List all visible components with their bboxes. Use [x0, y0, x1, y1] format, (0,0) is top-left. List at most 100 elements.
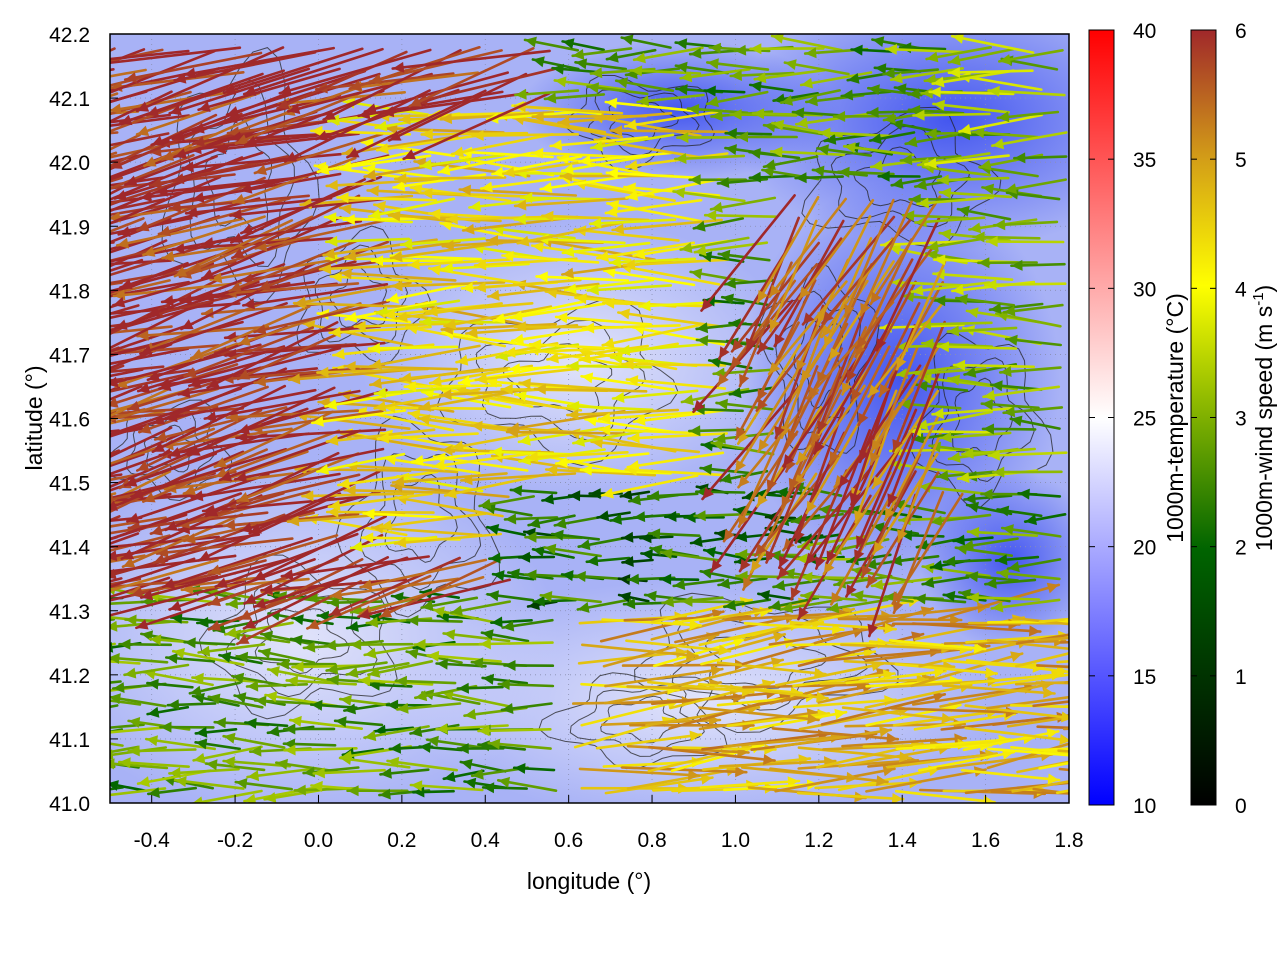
- wind-arrow-head: [487, 590, 499, 602]
- wind-arrow-shaft: [302, 322, 414, 348]
- wind-arrow-shaft: [776, 468, 871, 580]
- wind-arrow-head: [660, 573, 672, 585]
- wind-arrow-head: [624, 182, 636, 194]
- wind-arrow-shaft: [942, 684, 1056, 695]
- wind-arrow-head: [237, 634, 250, 644]
- wind-arrow-shaft: [376, 432, 479, 441]
- colorbar-tick-label: 35: [1133, 149, 1156, 172]
- wind-arrow-head: [689, 174, 701, 186]
- wind-arrow-head: [118, 226, 131, 237]
- wind-arrow-head: [208, 595, 221, 607]
- wind-arrow-head: [325, 212, 337, 224]
- wind-arrow-head: [207, 377, 220, 388]
- wind-arrow-head: [98, 278, 110, 289]
- wind-arrow-head: [57, 518, 69, 528]
- wind-arrow-head: [661, 548, 673, 560]
- wind-arrow-head: [684, 512, 696, 523]
- wind-arrow-head: [89, 334, 101, 344]
- wind-arrow-head: [150, 525, 163, 536]
- wind-arrow-head: [903, 210, 915, 222]
- wind-arrow-head: [290, 715, 302, 727]
- wind-arrow-head: [805, 552, 817, 565]
- wind-arrow-head: [478, 740, 490, 752]
- wind-arrow-head: [948, 374, 961, 386]
- wind-arrow-shaft: [774, 662, 885, 687]
- wind-arrow-head: [493, 570, 505, 581]
- wind-arrow-head: [31, 129, 43, 140]
- wind-arrow-head: [66, 497, 78, 507]
- wind-arrow-head: [771, 146, 783, 158]
- wind-arrow-head: [443, 629, 456, 641]
- wind-arrow-head: [436, 658, 448, 670]
- wind-arrow-head: [738, 475, 750, 488]
- wind-arrow-shaft: [716, 661, 827, 676]
- wind-arrow-head: [501, 383, 513, 395]
- wind-arrow-head: [62, 180, 74, 190]
- wind-arrow-head: [937, 174, 949, 186]
- wind-arrow-head: [169, 104, 182, 116]
- wind-arrow-head: [753, 108, 765, 120]
- wind-arrow-head: [38, 302, 50, 313]
- wind-arrow-shaft: [253, 556, 409, 609]
- wind-arrow-head: [178, 387, 191, 399]
- wind-arrow-shaft: [703, 213, 778, 218]
- wind-arrow-head: [136, 619, 149, 630]
- wind-arrow-head: [61, 647, 73, 658]
- wind-arrow-shaft: [912, 112, 991, 117]
- wind-arrow-head: [488, 738, 501, 750]
- x-tick-label: -0.4: [134, 829, 171, 852]
- wind-arrow-head: [152, 414, 166, 425]
- wind-arrow-head: [328, 500, 341, 511]
- wind-arrow-head: [528, 517, 541, 529]
- y-tick-label: 42.0: [49, 152, 90, 175]
- wind-arrow-head: [1006, 334, 1018, 346]
- wind-arrow-shaft: [875, 216, 941, 352]
- wind-arrow-head: [554, 76, 567, 88]
- wind-vectors: [3, 34, 1069, 803]
- wind-arrow-head: [648, 490, 660, 502]
- wind-arrow-head: [932, 408, 944, 419]
- wind-arrow-head: [922, 577, 935, 588]
- wind-arrow-shaft: [774, 728, 893, 749]
- wind-arrow-head: [943, 590, 956, 602]
- wind-arrow-head: [892, 439, 903, 452]
- wind-arrow-head: [926, 51, 939, 63]
- wind-arrow-shaft: [987, 89, 1066, 97]
- wind-arrow-shaft: [391, 49, 551, 70]
- wind-arrow-head: [916, 380, 928, 392]
- wind-arrow-head: [3, 298, 15, 309]
- wind-arrow-head: [349, 80, 362, 91]
- wind-arrow-shaft: [511, 116, 624, 139]
- wind-arrow-shaft: [343, 488, 459, 495]
- wind-arrow-head: [76, 204, 88, 214]
- wind-arrow-head: [872, 475, 884, 488]
- wind-arrow-shaft: [253, 132, 384, 175]
- wind-arrow-shaft: [110, 660, 141, 665]
- wind-arrow-shaft: [224, 282, 360, 295]
- wind-arrow-head: [143, 246, 156, 257]
- wind-arrow-head: [823, 335, 834, 348]
- wind-arrow-shaft: [601, 323, 703, 347]
- wind-arrow-head: [952, 34, 964, 44]
- wind-arrow-head: [167, 699, 180, 711]
- wind-arrow-shaft: [373, 387, 481, 410]
- wind-arrow-head: [8, 432, 20, 442]
- wind-arrow-head: [616, 77, 628, 89]
- x-tick-label: 1.4: [888, 829, 918, 852]
- wind-arrow-head: [191, 490, 204, 502]
- wind-arrow-head: [121, 549, 135, 560]
- wind-arrow-head: [110, 758, 115, 770]
- wind-arrow-shaft: [982, 385, 1061, 399]
- colorbar-tick-label: 2: [1235, 537, 1247, 560]
- wind-arrow-shaft: [837, 767, 942, 792]
- wind-arrow-head: [395, 675, 407, 687]
- wind-arrow-head: [637, 95, 650, 107]
- wind-arrow-shaft: [624, 468, 725, 477]
- wind-arrow-shaft: [595, 733, 703, 750]
- wind-arrow-head: [193, 752, 206, 764]
- wind-arrow-shaft: [191, 172, 342, 201]
- wind-arrow-head: [501, 703, 514, 714]
- wind-arrow-head: [587, 82, 600, 94]
- wind-arrow-shaft: [673, 154, 746, 161]
- wind-arrow-head: [633, 511, 646, 523]
